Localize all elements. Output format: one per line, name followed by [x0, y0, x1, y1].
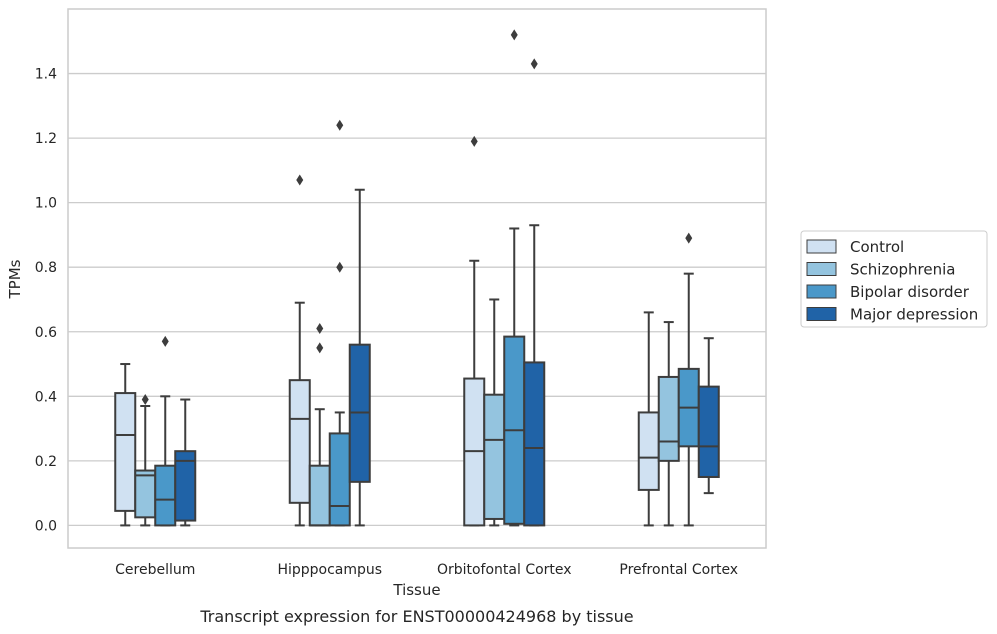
box-schizophrenia [657, 321, 680, 527]
box-iqr [134, 469, 157, 519]
box-iqr [697, 385, 720, 478]
box-groups [114, 29, 720, 527]
box-iqr [637, 411, 660, 491]
y-tick-label: 0.0 [35, 518, 57, 534]
box-iqr [174, 450, 197, 522]
box-iqr [483, 393, 506, 520]
legend-swatch [806, 262, 837, 276]
box-schizophrenia [483, 298, 506, 527]
y-axis-title: TPMs [6, 259, 24, 299]
box-control [637, 311, 660, 527]
outlier-point [141, 394, 149, 406]
box-bipolar-disorder [328, 119, 351, 527]
outlier-point [510, 29, 518, 41]
x-tick-label: Prefrontal Cortex [619, 562, 738, 578]
legend-frame [800, 230, 988, 328]
legend-label: Control [850, 238, 904, 256]
outlier-point [316, 342, 324, 354]
legend-label: Bipolar disorder [850, 283, 970, 301]
box-control [463, 135, 486, 527]
box-iqr [523, 361, 546, 527]
y-tick-label: 0.4 [35, 389, 57, 405]
outlier-point [336, 119, 344, 131]
outlier-point [296, 174, 304, 186]
box-iqr [154, 464, 177, 527]
plot-frame [67, 8, 767, 549]
box-major-depression [174, 398, 197, 527]
legend-swatch [806, 284, 837, 299]
outlier-point [336, 261, 344, 273]
box-major-depression [697, 337, 720, 495]
legend: Control Schizophrenia Bipolar disorder Majo… [800, 230, 988, 328]
box-iqr [308, 464, 331, 527]
y-tick-label: 0.6 [35, 325, 57, 341]
legend-label: Schizophrenia [850, 261, 955, 279]
y-axis-ticks: 0.0 0.2 0.4 0.6 0.8 1.0 1.2 1.4 [35, 67, 57, 535]
y-tick-label: 1.0 [35, 196, 57, 212]
legend-swatch [806, 239, 837, 254]
x-tick-label: Hipppocampus [277, 562, 382, 578]
box-iqr [288, 379, 311, 504]
box-major-depression [523, 58, 546, 527]
x-tick-label: Cerebellum [115, 562, 195, 578]
box-bipolar-disorder [503, 29, 526, 527]
legend-label: Major depression [850, 306, 978, 324]
x-axis-ticks: Cerebellum Hipppocampus Orbitofontal Corte… [115, 562, 738, 578]
box-schizophrenia [308, 323, 331, 527]
outlier-point [470, 135, 478, 147]
x-axis-title: Tissue [392, 581, 440, 599]
y-tick-label: 1.2 [35, 131, 57, 147]
x-tick-label: Orbitofontal Cortex [437, 562, 572, 578]
box-iqr [114, 392, 137, 512]
outlier-point [316, 323, 324, 335]
outlier-point [161, 335, 169, 347]
box-iqr [657, 375, 680, 462]
outlier-point [530, 58, 538, 70]
box-major-depression [348, 188, 371, 527]
box-iqr [328, 432, 351, 527]
box-control [114, 363, 137, 527]
legend-swatch [806, 307, 837, 321]
box-control [288, 174, 311, 527]
outlier-point [685, 232, 693, 244]
figure-caption: Transcript expression for ENST0000042496… [199, 607, 633, 626]
y-tick-label: 0.8 [35, 260, 57, 276]
box-bipolar-disorder [154, 335, 177, 527]
y-tick-label: 0.2 [35, 454, 57, 470]
box-bipolar-disorder [677, 232, 700, 527]
y-tick-label: 1.4 [35, 67, 57, 83]
box-schizophrenia [134, 394, 157, 527]
